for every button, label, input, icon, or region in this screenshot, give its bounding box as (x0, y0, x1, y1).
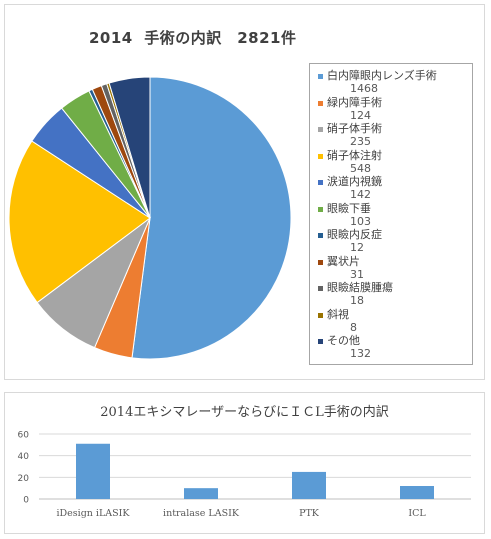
legend-value: 12 (350, 241, 364, 254)
x-tick-label: ICL (408, 508, 426, 519)
legend-value: 132 (350, 347, 371, 360)
legend-label: 眼瞼結膜腫瘍 (327, 281, 393, 294)
bar-chart-svg: 0 20 40 60 iDesign iLASIK intralase LASIK PTK I… (18, 431, 471, 519)
pie-slice-0 (131, 76, 292, 360)
bar (400, 486, 434, 499)
legend-label: 斜視 (327, 307, 349, 321)
legend-value: 1468 (350, 82, 378, 95)
pie-chart-svg (8, 76, 292, 360)
legend-value: 8 (350, 320, 357, 334)
legend-value: 31 (350, 267, 364, 281)
bar (292, 471, 326, 499)
legend-value: 18 (350, 294, 364, 307)
y-tick-label: 0 (23, 496, 29, 506)
legend-swatch (318, 74, 323, 79)
legend-swatch (318, 206, 323, 212)
x-tick-label: intralase LASIK (163, 508, 240, 519)
bar-chart-panel: 2014エキシマレーザーならびにＩＣL手術の内訳 0 20 40 60 iDesign … (4, 392, 485, 534)
y-tick-label: 20 (18, 474, 30, 484)
pie-slice-10 (108, 76, 151, 219)
pie-legend: 白内障眼内レンズ手術 1468 緑内障手術 124 硝子体手術 235 硝子体注射 548 涙道… (309, 63, 473, 365)
legend-swatch (318, 180, 323, 185)
legend-label: 涙道内視鏡 (327, 175, 382, 188)
y-tick-label: 40 (18, 452, 30, 462)
legend-swatch (318, 233, 323, 238)
pie-slice-3 (8, 140, 151, 304)
legend-swatch (318, 153, 323, 159)
x-tick-label: iDesign iLASIK (57, 508, 131, 519)
bar (76, 443, 110, 499)
x-tick-label: PTK (299, 508, 320, 519)
legend-value: 103 (350, 214, 371, 228)
legend-label: 硝子体注射 (327, 148, 382, 162)
legend-label: 緑内障手術 (327, 95, 382, 109)
legend-value: 548 (350, 161, 371, 175)
legend-label: 眼瞼内反症 (327, 228, 382, 241)
legend-label: その他 (327, 334, 360, 347)
pie-chart-title: 2014 手術の内訳 2821件 (89, 29, 297, 47)
bar (184, 488, 218, 499)
legend-swatch (318, 339, 323, 344)
bar-chart-title: 2014エキシマレーザーならびにＩＣL手術の内訳 (100, 405, 389, 420)
legend-label: 硝子体手術 (327, 122, 382, 135)
legend-swatch (318, 286, 323, 291)
legend-swatch (318, 100, 323, 106)
pie-chart-panel: 2014 手術の内訳 2821件 白内障眼内レンズ手術 1468 緑内障手術 124 硝… (4, 4, 485, 380)
legend-swatch (318, 259, 323, 265)
legend-value: 235 (350, 135, 371, 148)
legend-label: 翼状片 (327, 254, 360, 268)
legend-value: 124 (350, 108, 371, 122)
legend-swatch (318, 127, 323, 132)
legend-value: 142 (350, 188, 371, 201)
legend-label: 眼瞼下垂 (327, 201, 371, 215)
legend-swatch (318, 312, 323, 318)
legend-label: 白内障眼内レンズ手術 (327, 69, 437, 82)
y-tick-label: 60 (18, 431, 30, 441)
